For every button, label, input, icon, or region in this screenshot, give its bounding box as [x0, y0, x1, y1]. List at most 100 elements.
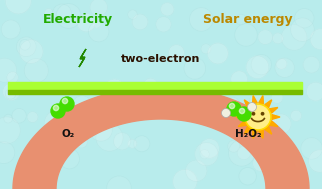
Circle shape [19, 40, 43, 63]
Circle shape [308, 150, 322, 172]
Circle shape [301, 138, 322, 159]
Polygon shape [270, 121, 278, 127]
Circle shape [73, 108, 86, 121]
Circle shape [0, 58, 16, 82]
Circle shape [101, 108, 113, 120]
Circle shape [291, 18, 314, 41]
Circle shape [224, 97, 240, 113]
Circle shape [195, 143, 218, 166]
Circle shape [229, 140, 255, 166]
Polygon shape [252, 96, 257, 104]
Polygon shape [252, 130, 257, 139]
Text: Solar energy: Solar energy [203, 12, 293, 26]
Circle shape [90, 119, 112, 141]
Circle shape [222, 108, 231, 118]
Circle shape [307, 82, 322, 101]
Circle shape [103, 79, 126, 103]
Circle shape [229, 103, 235, 109]
Circle shape [0, 117, 20, 144]
Circle shape [16, 37, 36, 57]
Circle shape [28, 146, 47, 165]
Circle shape [107, 176, 131, 189]
Circle shape [29, 161, 55, 187]
Polygon shape [259, 96, 263, 104]
Circle shape [248, 102, 257, 112]
Circle shape [236, 14, 246, 25]
Circle shape [271, 92, 283, 103]
Circle shape [185, 88, 204, 108]
Circle shape [173, 170, 197, 189]
Circle shape [132, 14, 148, 30]
Circle shape [271, 114, 291, 134]
Circle shape [231, 71, 247, 88]
Circle shape [190, 8, 213, 31]
Circle shape [194, 83, 212, 101]
Polygon shape [13, 87, 309, 189]
Circle shape [93, 20, 101, 28]
Circle shape [291, 161, 301, 171]
Circle shape [114, 133, 131, 150]
Circle shape [268, 172, 282, 187]
Circle shape [7, 72, 18, 83]
Circle shape [89, 21, 109, 42]
Circle shape [281, 25, 307, 50]
Circle shape [207, 43, 228, 64]
Polygon shape [270, 108, 278, 113]
Circle shape [156, 17, 171, 32]
Circle shape [60, 97, 74, 111]
Polygon shape [265, 100, 272, 108]
Text: Electricity: Electricity [43, 12, 113, 26]
Circle shape [253, 155, 269, 171]
Circle shape [53, 105, 59, 111]
Circle shape [235, 24, 257, 46]
Circle shape [213, 114, 222, 124]
Polygon shape [238, 121, 247, 127]
Circle shape [27, 112, 38, 122]
Circle shape [260, 110, 275, 125]
Circle shape [96, 124, 123, 151]
Circle shape [44, 110, 71, 137]
Circle shape [161, 3, 174, 16]
Circle shape [143, 78, 158, 93]
Polygon shape [265, 126, 272, 134]
Circle shape [77, 14, 95, 32]
Circle shape [0, 142, 15, 163]
Circle shape [274, 142, 294, 161]
Circle shape [274, 15, 285, 26]
Circle shape [201, 44, 211, 54]
Circle shape [276, 59, 287, 69]
Circle shape [12, 108, 26, 123]
Circle shape [3, 83, 20, 100]
Circle shape [20, 40, 30, 50]
Circle shape [5, 0, 31, 14]
Circle shape [291, 110, 301, 121]
Polygon shape [236, 115, 244, 119]
Polygon shape [79, 49, 86, 67]
Circle shape [258, 30, 272, 44]
Circle shape [128, 10, 137, 19]
Circle shape [52, 4, 71, 23]
Circle shape [251, 54, 271, 75]
Circle shape [185, 160, 207, 181]
Circle shape [76, 136, 87, 148]
Circle shape [62, 98, 68, 104]
Circle shape [44, 9, 53, 17]
Circle shape [62, 135, 77, 149]
Polygon shape [244, 100, 251, 108]
Circle shape [295, 9, 314, 28]
Circle shape [51, 104, 65, 118]
Circle shape [227, 102, 241, 116]
Circle shape [128, 139, 137, 148]
Circle shape [245, 104, 271, 130]
Circle shape [275, 58, 294, 77]
Polygon shape [8, 82, 302, 90]
Polygon shape [272, 115, 280, 119]
Circle shape [169, 45, 184, 60]
Circle shape [200, 139, 219, 158]
Circle shape [134, 136, 150, 152]
Circle shape [249, 104, 277, 131]
Circle shape [272, 33, 283, 44]
Circle shape [56, 4, 81, 28]
Circle shape [1, 20, 20, 39]
Circle shape [239, 167, 256, 185]
